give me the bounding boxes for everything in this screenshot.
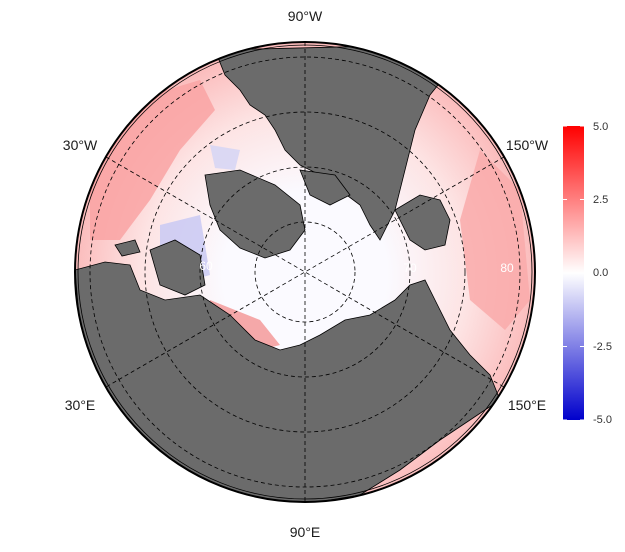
scandinavia [149, 239, 206, 296]
iceland [114, 239, 141, 257]
cold-anomaly-patch-2 [210, 145, 240, 170]
lat-label-60: 60 [199, 259, 213, 273]
lon-label-30w: 30°W [62, 137, 98, 153]
lon-label-90w: 90°W [287, 8, 323, 24]
pacific-warm-patch [460, 150, 530, 330]
colorbar-tick-label: 5.0 [593, 121, 609, 133]
lat-circle-50 [89, 56, 521, 488]
map-border-inner [77, 44, 533, 500]
colorbar [563, 126, 584, 420]
north-america [214, 44, 451, 241]
lat-circle-70 [199, 166, 411, 378]
lat-label-80: 80 [500, 261, 514, 275]
colorbar-tick-label: -5.0 [593, 414, 612, 426]
greenland [204, 169, 306, 259]
colorbar-tick-label: 2.5 [593, 194, 609, 206]
map-border [74, 41, 536, 503]
lon-label-90e: 90°E [289, 524, 321, 540]
lon-label-30e: 30°E [64, 397, 96, 413]
atlantic-warm-patch [90, 80, 215, 240]
canadian-archipelago [299, 169, 351, 206]
lat-circle-60 [144, 111, 466, 433]
colorbar-ticks [563, 125, 584, 421]
lon-label-150w: 150°W [505, 137, 549, 153]
alaska [394, 194, 451, 251]
colorbar-tick-label: -2.5 [593, 341, 612, 353]
graticule [89, 42, 521, 502]
lon-label-150e: 150°E [507, 397, 547, 413]
colorbar-tick-label: 0.0 [593, 267, 609, 279]
lat-label-70: 70 [403, 261, 417, 275]
land-masses [75, 44, 501, 502]
